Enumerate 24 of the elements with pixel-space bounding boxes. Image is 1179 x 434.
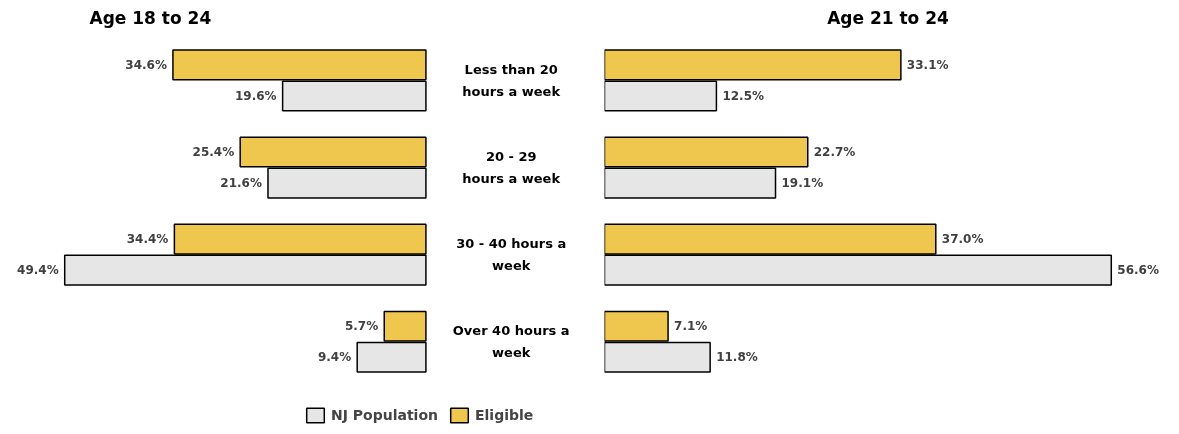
legend-label: Eligible [475, 407, 534, 423]
data-label: 11.8% [716, 350, 758, 365]
y-tick-label: Over 40 hours a week [452, 322, 570, 361]
y-tick-label: Less than 20 hours a week [462, 61, 561, 100]
data-label: 19.1% [781, 176, 824, 191]
data-label: 49.4% [17, 263, 59, 278]
data-label: 25.4% [192, 144, 235, 159]
data-label: 33.1% [906, 57, 949, 72]
data-label: 34.6% [125, 57, 167, 72]
y-tick-label: 20 - 29 hours a week [462, 148, 561, 187]
data-label: 22.7% [813, 144, 856, 159]
data-label: 7.1% [674, 319, 708, 334]
data-label: 56.6% [1117, 263, 1159, 278]
legend-label: NJ Population [331, 407, 438, 423]
chart-title: Age 18 to 24 [89, 7, 212, 28]
y-tick-label: 30 - 40 hours a week [456, 235, 567, 274]
data-label: 37.0% [941, 232, 984, 247]
data-label: 19.6% [234, 88, 277, 103]
data-label: 12.5% [722, 88, 765, 103]
data-label: 34.4% [126, 232, 169, 247]
data-label: 9.4% [317, 350, 352, 365]
chart-title: Age 21 to 24 [827, 7, 950, 28]
data-label: 5.7% [344, 319, 379, 334]
data-label: 21.6% [220, 176, 262, 191]
